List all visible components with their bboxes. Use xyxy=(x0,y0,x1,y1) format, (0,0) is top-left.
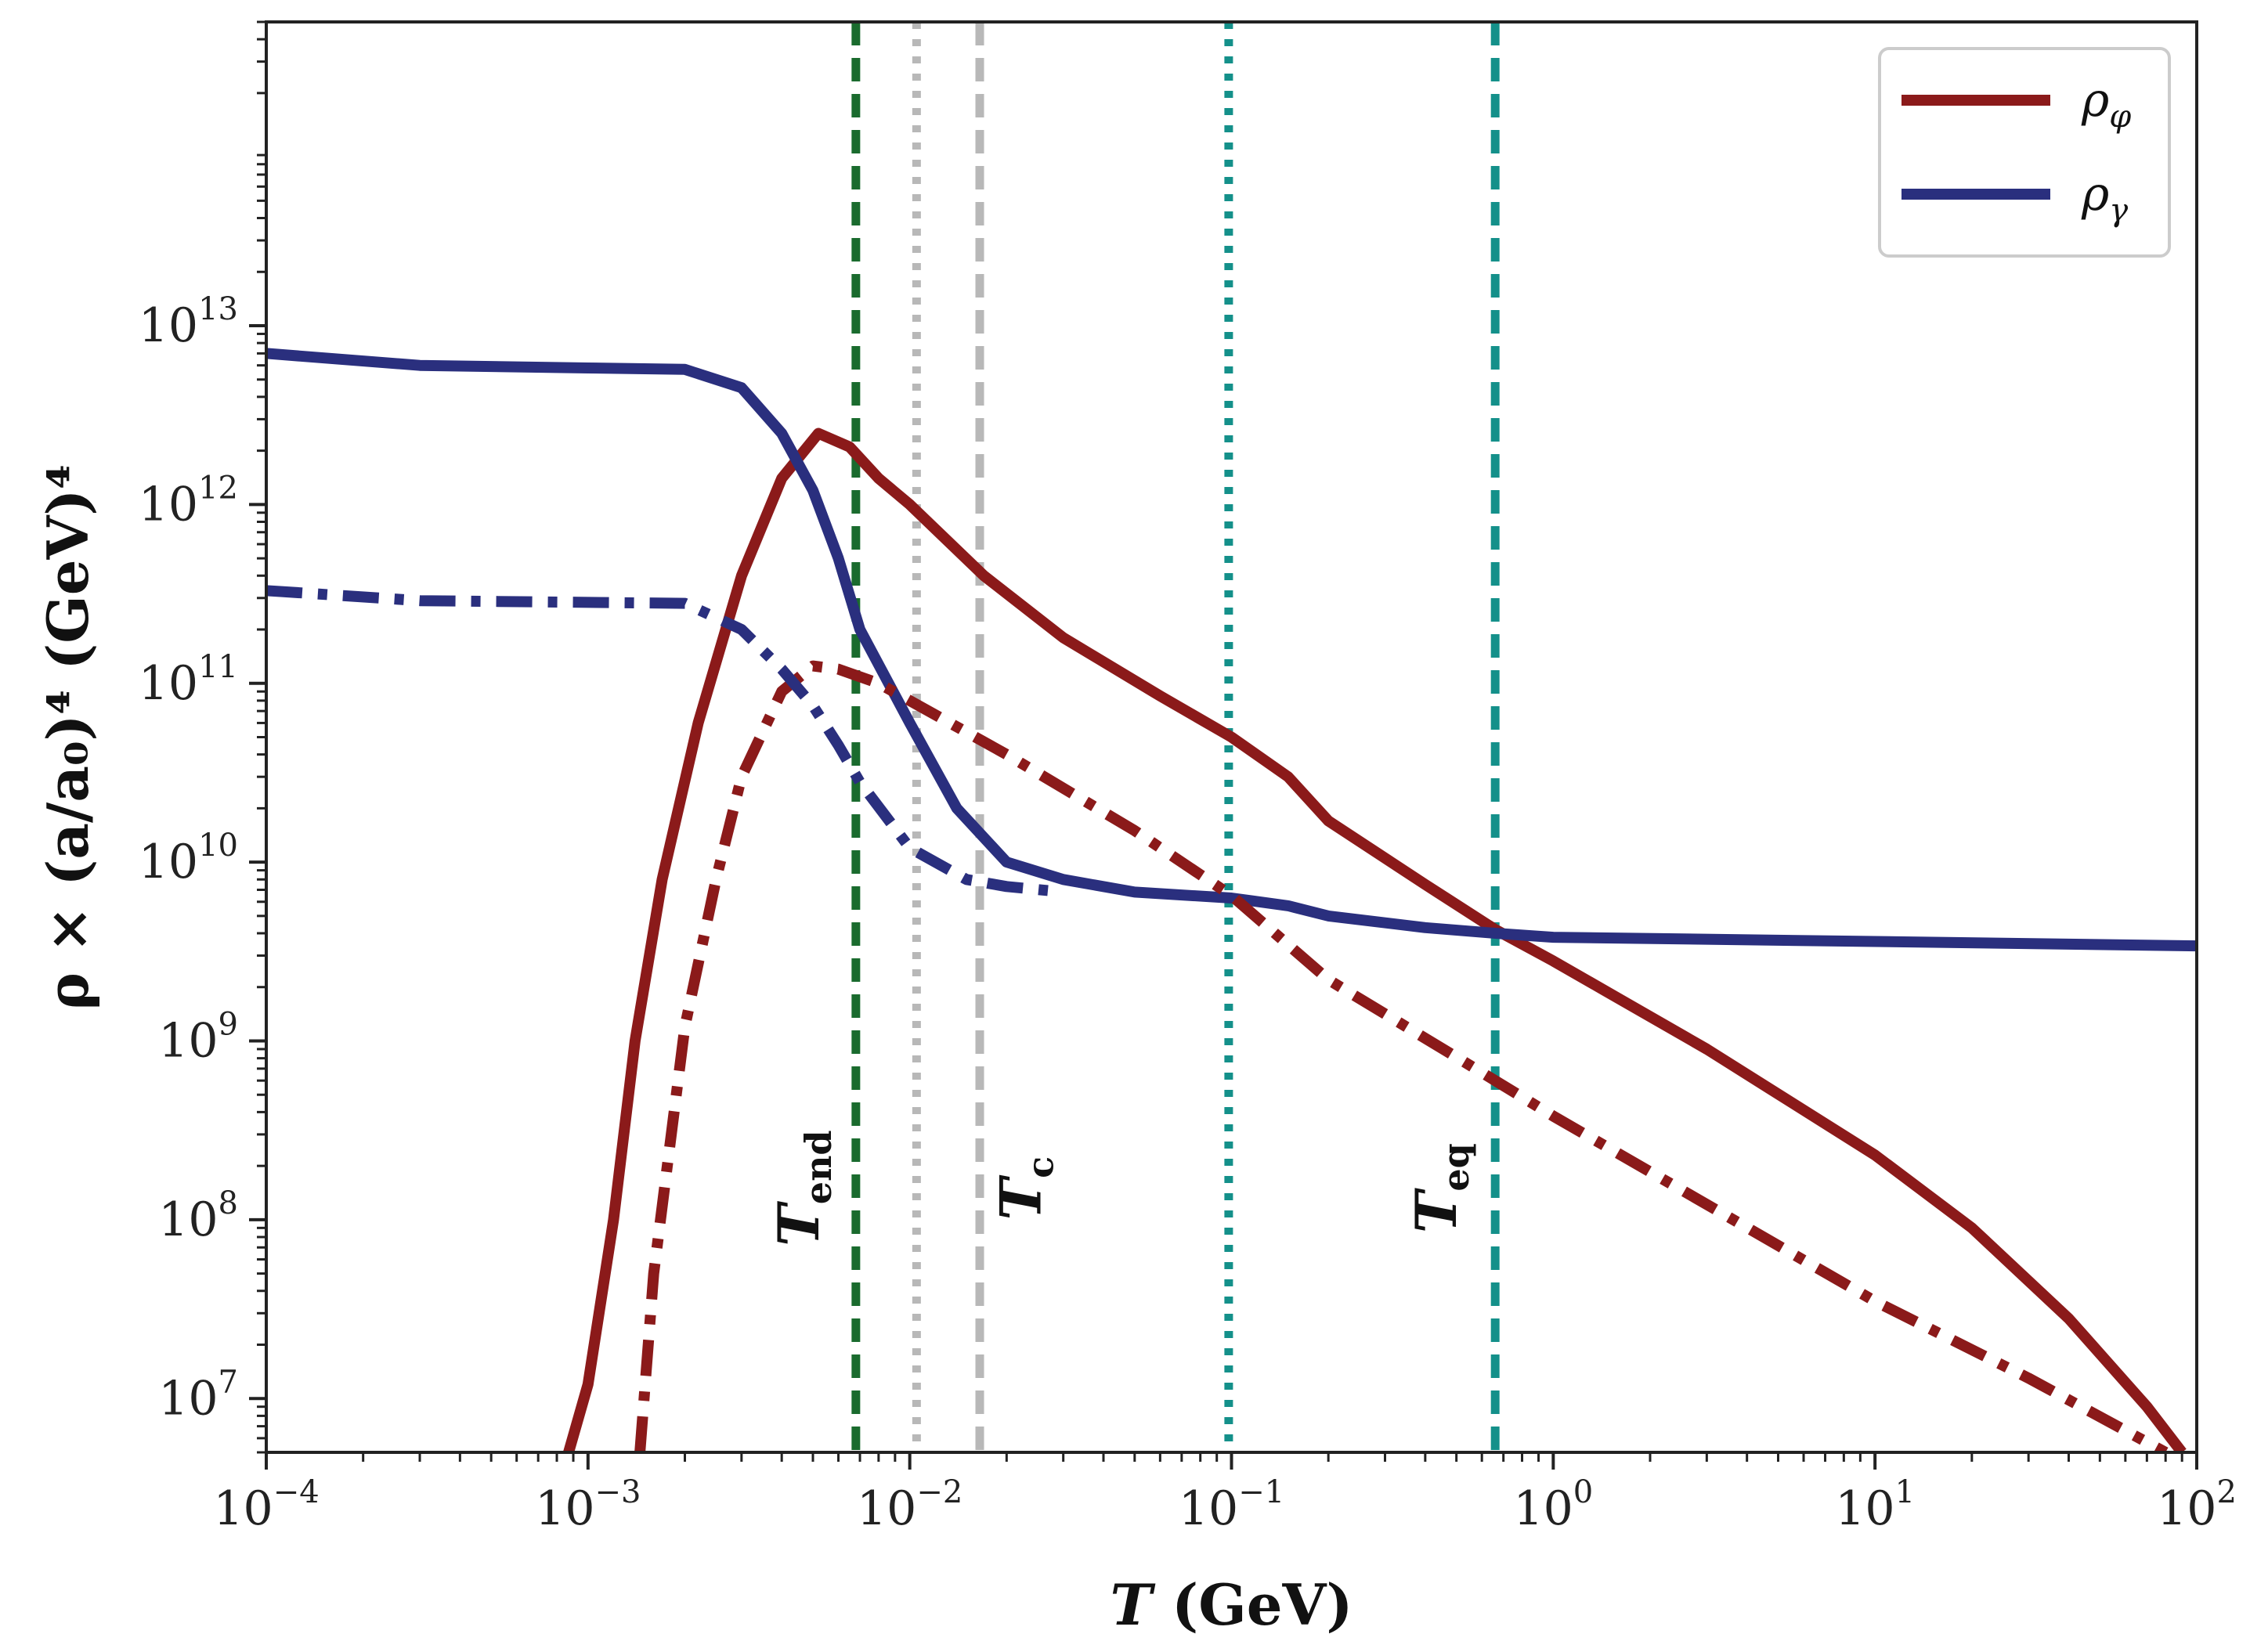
y-tick-base: 10 xyxy=(158,1371,218,1426)
legend-label-main: ρ xyxy=(2081,73,2109,128)
vline-label-subscript: c xyxy=(1019,1156,1061,1178)
x-tick-label-4: 100 xyxy=(1513,1474,1593,1536)
x-tick-label-0: 10−4 xyxy=(213,1474,319,1536)
x-tick-base: 10 xyxy=(1513,1481,1573,1536)
y-tick-exponent: 11 xyxy=(198,649,238,685)
x-tick-base: 10 xyxy=(2157,1481,2216,1536)
y-tick-label-4: 1011 xyxy=(139,649,238,711)
legend-label-1: ργ xyxy=(2081,167,2128,229)
vline-label-subscript: eq xyxy=(1435,1143,1477,1191)
x-tick-exponent: −4 xyxy=(273,1474,320,1510)
plot-clip-group xyxy=(266,22,2197,1452)
x-tick-exponent: 1 xyxy=(1895,1474,1915,1510)
x-tick-label-2: 10−2 xyxy=(857,1474,962,1536)
x-tick-exponent: 0 xyxy=(1573,1474,1593,1510)
x-tick-base: 10 xyxy=(857,1481,916,1536)
series-line-1 xyxy=(266,348,2197,952)
y-tick-base: 10 xyxy=(139,477,198,532)
x-tick-base: 10 xyxy=(535,1481,594,1536)
x-tick-label-5: 101 xyxy=(1835,1474,1915,1536)
y-tick-exponent: 8 xyxy=(218,1185,238,1221)
y-tick-base: 10 xyxy=(158,1192,218,1247)
y-tick-label-5: 1012 xyxy=(139,470,238,532)
y-tick-label-6: 1013 xyxy=(139,291,238,353)
legend-label-subscript: γ xyxy=(2109,193,2128,229)
y-tick-exponent: 7 xyxy=(218,1364,238,1400)
vline-label-main: T xyxy=(1403,1188,1469,1233)
legend-label-subscript: φ xyxy=(2109,99,2131,135)
x-tick-exponent: −1 xyxy=(1238,1474,1284,1510)
x-axis-unit: (GeV) xyxy=(1152,1571,1353,1638)
vline-label-eq: Teq xyxy=(1403,1143,1477,1233)
plot-area xyxy=(266,22,2197,1452)
y-tick-label-3: 1010 xyxy=(139,828,238,889)
y-tick-base: 10 xyxy=(139,298,198,353)
y-tick-label-0: 107 xyxy=(158,1364,238,1426)
vline-label-main: T xyxy=(987,1174,1053,1220)
y-axis-title: ρ × (a/a₀)⁴ (GeV)⁴ xyxy=(34,464,101,1010)
legend-label-main: ρ xyxy=(2081,167,2109,222)
x-tick-label-1: 10−3 xyxy=(535,1474,641,1536)
y-tick-label-1: 108 xyxy=(158,1185,238,1247)
x-tick-base: 10 xyxy=(213,1481,273,1536)
y-tick-label-2: 109 xyxy=(158,1007,238,1069)
y-tick-exponent: 9 xyxy=(218,1007,238,1043)
x-tick-base: 10 xyxy=(1179,1481,1238,1536)
x-axis-variable: T xyxy=(1111,1571,1156,1638)
legend-label-0: ρφ xyxy=(2081,73,2131,135)
x-axis-title: T (GeV) xyxy=(1111,1571,1353,1638)
vline-label-subscript: end xyxy=(797,1130,840,1204)
y-tick-exponent: 10 xyxy=(198,828,238,864)
x-tick-label-6: 102 xyxy=(2157,1474,2237,1536)
x-tick-exponent: 2 xyxy=(2216,1474,2236,1510)
y-tick-base: 10 xyxy=(139,656,198,711)
series-line-2 xyxy=(634,660,2169,1452)
series-line-0 xyxy=(563,427,2187,1452)
x-tick-exponent: −3 xyxy=(595,1474,641,1510)
vline-label-end: Tend xyxy=(765,1130,840,1246)
x-tick-label-3: 10−1 xyxy=(1179,1474,1284,1536)
x-tick-exponent: −2 xyxy=(916,1474,962,1510)
y-tick-base: 10 xyxy=(158,1014,218,1069)
vline-label-c: Tc xyxy=(987,1156,1061,1221)
vline-label-main: T xyxy=(765,1201,832,1246)
y-tick-base: 10 xyxy=(139,835,198,889)
y-tick-exponent: 13 xyxy=(198,291,238,327)
x-tick-base: 10 xyxy=(1835,1481,1894,1536)
axes: 10−4 10−3 10−2 10−1 100 101 102107108109101010… xyxy=(34,20,2237,1638)
y-tick-exponent: 12 xyxy=(198,470,238,506)
